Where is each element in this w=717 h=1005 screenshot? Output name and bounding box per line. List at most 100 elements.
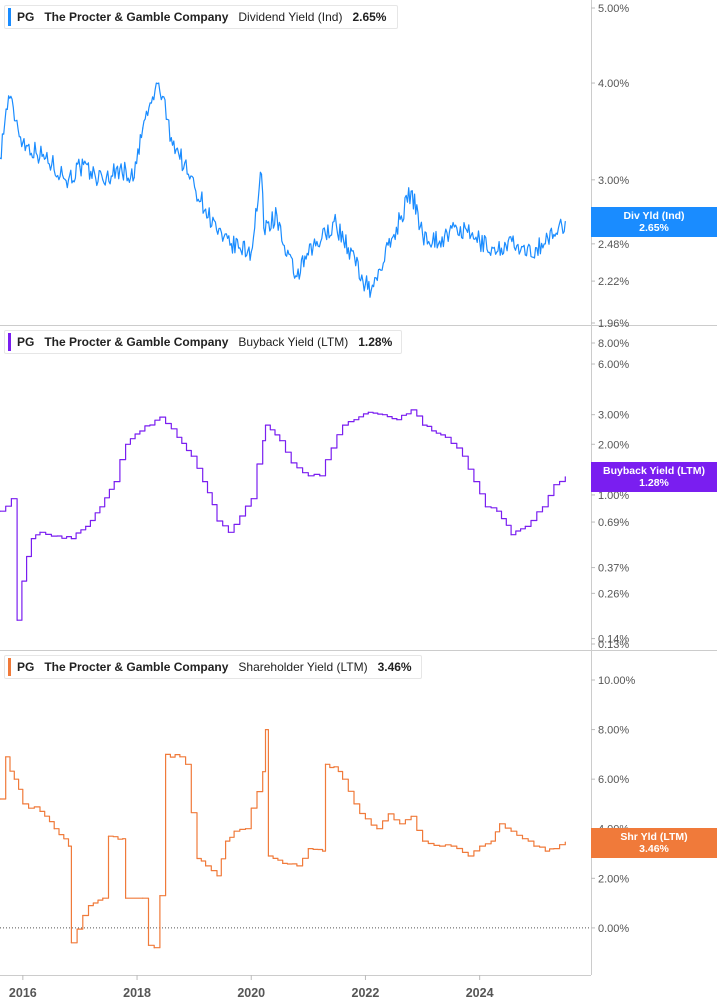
data-point (99, 506, 101, 508)
data-point (122, 838, 124, 840)
data-point (296, 275, 298, 278)
data-point (553, 847, 555, 850)
y-tick-label: 0.37% (598, 563, 629, 575)
data-point (484, 506, 486, 508)
y-tick-label: 0.26% (598, 588, 629, 600)
data-point (147, 944, 150, 946)
flag-label: Shr Yld (LTM) (620, 831, 688, 843)
data-point (133, 176, 135, 179)
data-point (544, 850, 546, 852)
legend-metric: Dividend Yield (Ind) (238, 10, 343, 24)
data-point (496, 510, 498, 512)
data-point (387, 813, 389, 815)
data-point (239, 247, 241, 249)
data-point (262, 440, 264, 442)
data-point (524, 254, 526, 256)
data-point (0, 157, 1, 159)
legend-dividend-yield[interactable]: PG The Procter & Gamble Company Dividend… (4, 5, 398, 29)
data-point (333, 220, 335, 223)
series-line (0, 82, 566, 298)
data-point (22, 803, 24, 805)
data-point (370, 289, 372, 291)
x-tick-label: 2022 (352, 986, 380, 1000)
data-point (264, 728, 267, 731)
data-point (553, 233, 555, 236)
data-point (7, 95, 10, 97)
legend-value: 1.28% (358, 335, 393, 349)
data-point (159, 416, 161, 418)
flag-dividend-yield: Div Yld (Ind) 2.65% (591, 207, 717, 237)
data-point (467, 855, 469, 857)
y-tick-label: 3.00% (598, 410, 629, 422)
y-tick-label: 8.00% (598, 338, 629, 350)
y-tick-label: 0.69% (598, 517, 629, 529)
y-tick-label: 5.00% (598, 3, 629, 15)
data-point (267, 855, 269, 857)
data-point (410, 409, 412, 411)
legend-color-bar (8, 658, 11, 676)
data-point (421, 233, 424, 236)
data-point (190, 455, 192, 457)
data-point (87, 904, 90, 907)
y-tick-label: 2.48% (598, 239, 629, 251)
data-point (322, 850, 324, 852)
y-tick-label: 8.00% (598, 725, 629, 737)
legend-ticker: PG (17, 660, 35, 674)
data-point (79, 166, 81, 168)
data-point (439, 845, 441, 847)
legend-ticker: PG (17, 335, 35, 349)
data-point (70, 942, 72, 944)
data-point (119, 168, 121, 170)
data-point (139, 430, 141, 432)
data-point (279, 440, 281, 442)
legend-ticker: PG (17, 10, 35, 24)
data-point (364, 283, 367, 285)
data-point (5, 756, 7, 758)
data-point (233, 830, 235, 832)
data-point (256, 790, 258, 793)
data-point (30, 538, 33, 540)
data-point (499, 823, 501, 825)
y-tick-label: 0.14% (598, 634, 629, 646)
data-point (367, 411, 369, 413)
y-tick-label: 0.00% (598, 923, 629, 935)
data-point (282, 862, 284, 865)
data-point (0, 798, 1, 800)
data-point (159, 895, 161, 897)
flag-buyback-yield: Buyback Yield (LTM) 1.28% (591, 462, 717, 492)
data-point (125, 443, 127, 445)
y-tick-label: 0.13% (598, 639, 629, 651)
data-point (125, 897, 127, 899)
legend-value: 3.46% (377, 660, 412, 674)
legend-metric: Buyback Yield (LTM) (238, 335, 349, 349)
data-point (541, 506, 544, 508)
data-point (496, 251, 498, 253)
data-point (170, 137, 172, 139)
y-tick-label: 4.00% (598, 78, 629, 90)
data-point (0, 510, 1, 512)
y-tick-label: 1.96% (598, 318, 629, 330)
y-tick-label: 6.00% (598, 774, 629, 786)
data-point (13, 778, 15, 780)
legend-color-bar (8, 8, 11, 26)
y-tick-label: 10.00% (598, 675, 636, 687)
data-point (227, 531, 230, 533)
data-point (262, 771, 264, 773)
legend-shareholder-yield[interactable]: PG The Procter & Gamble Company Sharehol… (4, 655, 422, 679)
data-point (67, 179, 70, 181)
data-point (319, 475, 321, 477)
data-point (342, 424, 344, 426)
data-point (421, 840, 424, 842)
flag-label: Buyback Yield (LTM) (603, 465, 705, 477)
data-point (239, 515, 241, 517)
data-point (276, 214, 278, 216)
legend-value: 2.65% (352, 10, 387, 24)
data-point (399, 823, 401, 825)
legend-company: The Procter & Gamble Company (44, 10, 229, 24)
data-point (307, 475, 309, 477)
data-point (184, 763, 187, 765)
legend-buyback-yield[interactable]: PG The Procter & Gamble Company Buyback … (4, 330, 402, 354)
legend-company: The Procter & Gamble Company (44, 660, 229, 674)
data-point (290, 462, 292, 464)
